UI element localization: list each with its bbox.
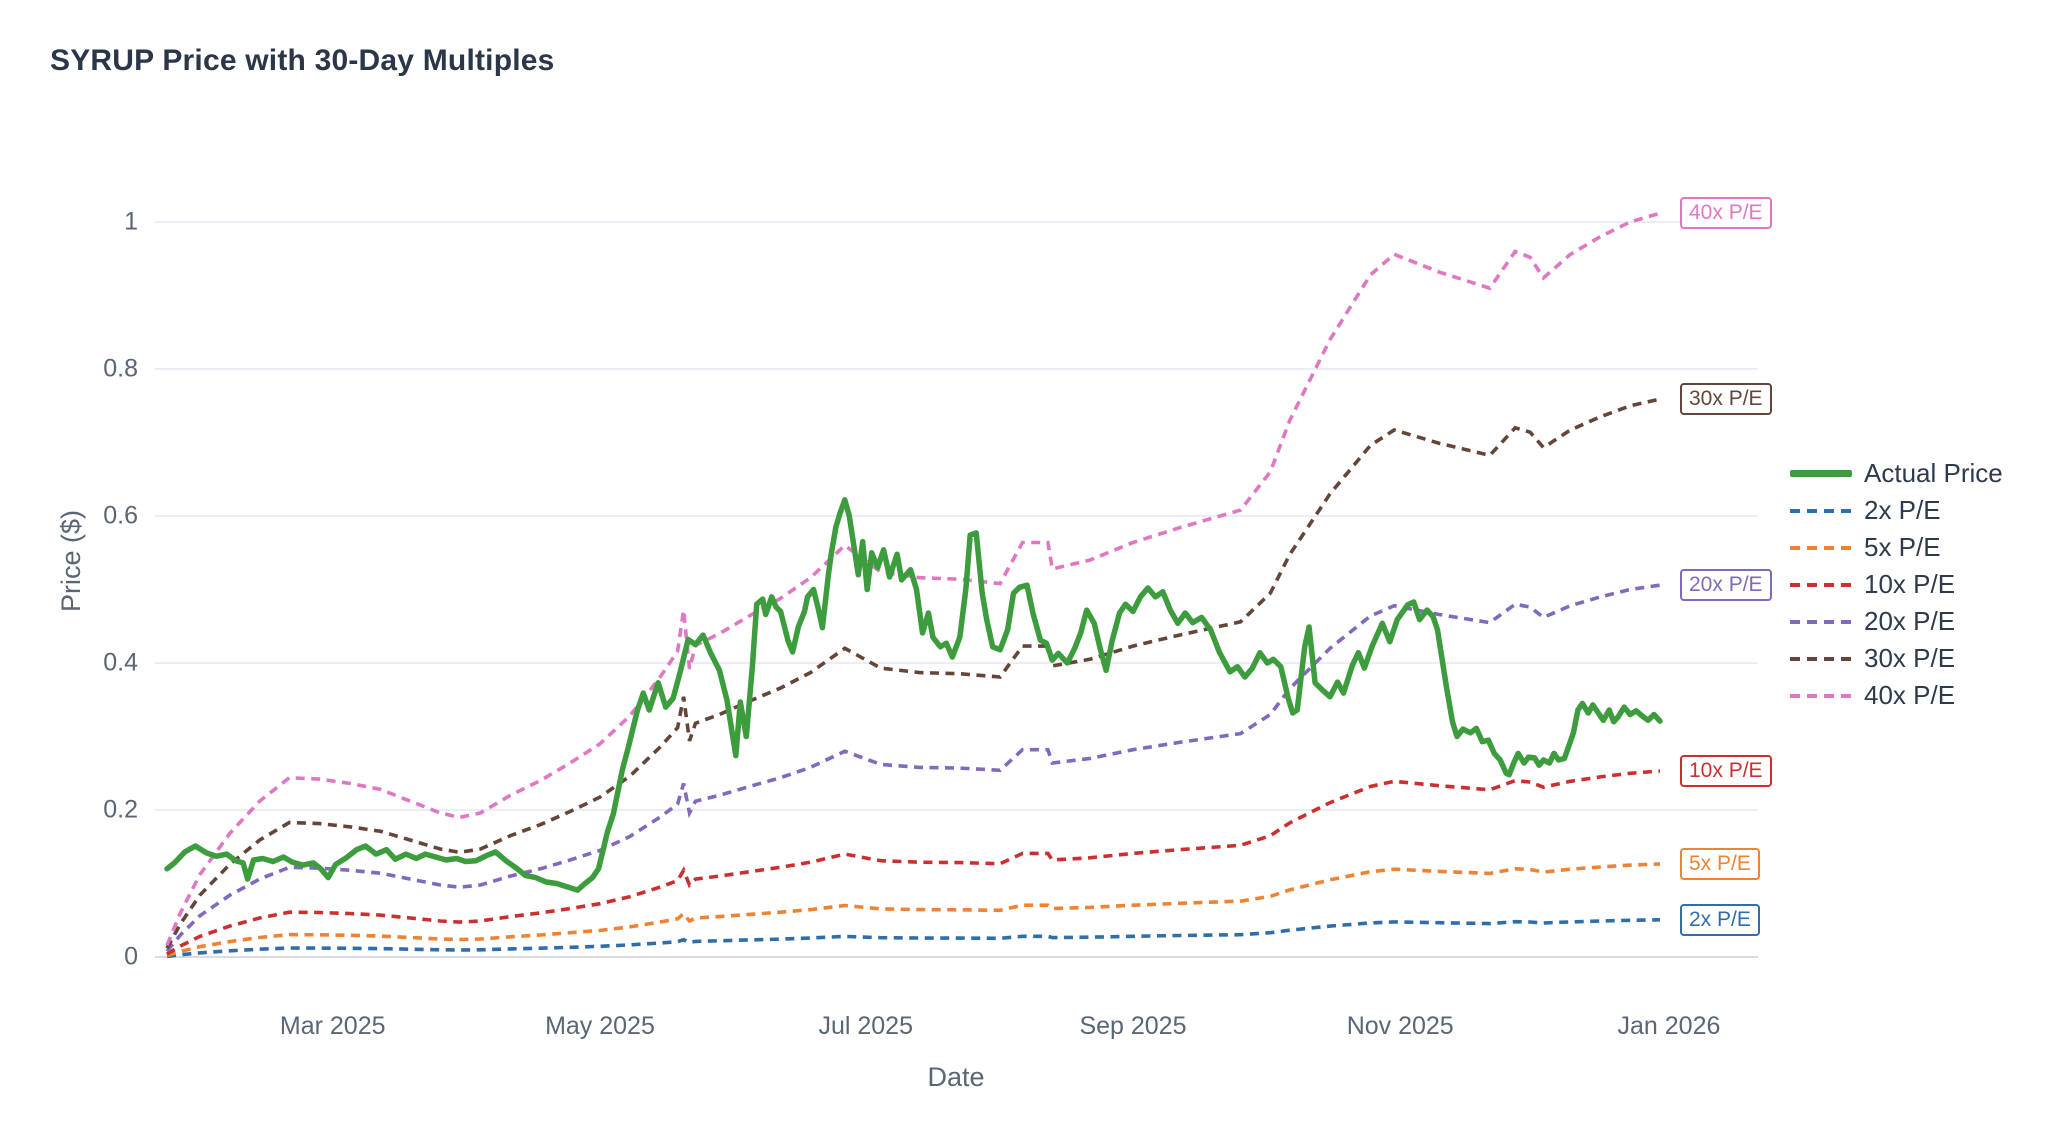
x-tick-label-nov-2025: Nov 2025	[1346, 1012, 1454, 1040]
legend-label: 20x P/E	[1864, 606, 1956, 636]
series-line-5x-p-e	[166, 862, 1661, 958]
y-tick-label-0.6: 0.6	[103, 501, 138, 530]
dashed-line-swatch-icon	[1790, 619, 1852, 624]
legend-item-20x-p-e[interactable]: 20x P/E	[1790, 603, 2003, 640]
series-line-10x-p-e	[166, 769, 1661, 956]
y-tick-label-0.8: 0.8	[103, 354, 138, 383]
dashed-line-swatch-icon	[1790, 582, 1852, 587]
legend-label: Actual Price	[1864, 458, 2003, 488]
x-tick-label-jul-2025: Jul 2025	[818, 1012, 913, 1040]
x-tick-label-may-2025: May 2025	[545, 1012, 655, 1040]
series-line-actual-price	[164, 497, 1663, 893]
line-label-2x-p-e: 2x P/E	[1680, 903, 1760, 936]
legend-item-10x-p-e[interactable]: 10x P/E	[1790, 566, 2003, 603]
legend-item-actual-price[interactable]: Actual Price	[1790, 455, 2003, 492]
legend-label: 40x P/E	[1864, 680, 1956, 710]
legend-label: 30x P/E	[1864, 643, 1956, 673]
series-line-20x-p-e	[165, 583, 1661, 953]
line-label-30x-p-e: 30x P/E	[1680, 383, 1772, 416]
series-line-2x-p-e	[166, 918, 1661, 959]
x-tick-label-jan-2026: Jan 2026	[1617, 1012, 1721, 1040]
line-label-10x-p-e: 10x P/E	[1680, 755, 1772, 788]
chart-title: SYRUP Price with 30-Day Multiples	[50, 44, 555, 77]
legend-label: 5x P/E	[1864, 532, 1941, 562]
dashed-line-swatch-icon	[1790, 508, 1852, 513]
x-axis-title: Date	[927, 1062, 985, 1092]
legend-label: 2x P/E	[1864, 495, 1941, 525]
x-tick-label-mar-2025: Mar 2025	[279, 1012, 386, 1040]
line-label-20x-p-e: 20x P/E	[1680, 569, 1772, 602]
line-label-5x-p-e: 5x P/E	[1680, 848, 1760, 881]
dashed-line-swatch-icon	[1790, 545, 1852, 550]
solid-line-swatch-icon	[1790, 470, 1852, 477]
series-line-30x-p-e	[165, 397, 1661, 950]
legend-item-5x-p-e[interactable]: 5x P/E	[1790, 529, 2003, 566]
legend-item-40x-p-e[interactable]: 40x P/E	[1790, 677, 2003, 714]
series-line-40x-p-e	[165, 211, 1661, 946]
y-tick-label-0.2: 0.2	[103, 795, 138, 824]
y-tick-label-0: 0	[124, 942, 138, 971]
line-label-40x-p-e: 40x P/E	[1680, 197, 1772, 230]
dashed-line-swatch-icon	[1790, 656, 1852, 661]
y-tick-label-0.4: 0.4	[103, 648, 138, 677]
legend-item-2x-p-e[interactable]: 2x P/E	[1790, 492, 2003, 529]
dashed-line-swatch-icon	[1790, 693, 1852, 698]
x-tick-label-sep-2025: Sep 2025	[1079, 1012, 1187, 1040]
legend-item-30x-p-e[interactable]: 30x P/E	[1790, 640, 2003, 677]
legend-label: 10x P/E	[1864, 569, 1956, 599]
legend: Actual Price 2x P/E 5x P/E 10x P/E 20x P/E 30…	[1790, 455, 2003, 714]
y-axis-title: Price ($)	[56, 510, 86, 613]
y-tick-label-1: 1	[124, 207, 138, 236]
